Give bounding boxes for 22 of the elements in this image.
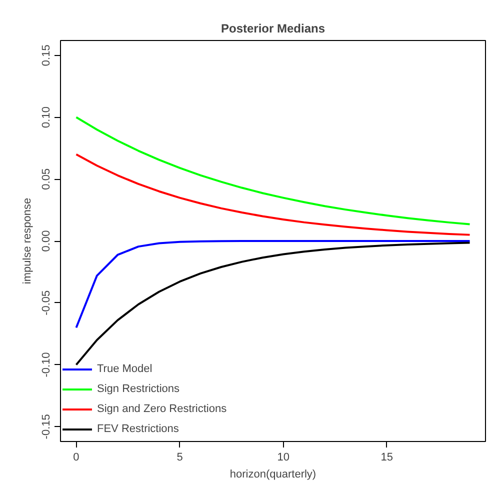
x-tick-label: 15 bbox=[380, 452, 394, 464]
line-series bbox=[75, 240, 471, 329]
x-tick-label: 0 bbox=[73, 452, 80, 464]
line-series bbox=[75, 153, 471, 236]
y-tick-label: 0.10 bbox=[40, 106, 52, 128]
legend-label: True Model bbox=[97, 363, 152, 375]
line-series bbox=[75, 242, 471, 366]
x-axis-title: horizon(quarterly) bbox=[230, 468, 316, 480]
chart-title: Posterior Medians bbox=[220, 22, 326, 36]
y-tick-label: 0.05 bbox=[40, 168, 52, 190]
x-tick-label: 10 bbox=[277, 452, 290, 464]
y-axis-title: impulse response bbox=[22, 198, 34, 284]
legend-label: Sign and Zero Restrictions bbox=[97, 403, 227, 415]
y-tick-label: -0.10 bbox=[40, 352, 52, 378]
y-tick-label: -0.05 bbox=[40, 290, 52, 316]
line-series bbox=[75, 116, 471, 226]
y-tick-label: 0.00 bbox=[40, 230, 52, 252]
legend-label: FEV Restrictions bbox=[97, 423, 179, 435]
x-tick-label: 5 bbox=[176, 452, 183, 464]
y-tick-label: -0.15 bbox=[40, 414, 52, 440]
legend-label: Sign Restrictions bbox=[97, 383, 180, 395]
y-tick-label: 0.15 bbox=[40, 44, 52, 66]
